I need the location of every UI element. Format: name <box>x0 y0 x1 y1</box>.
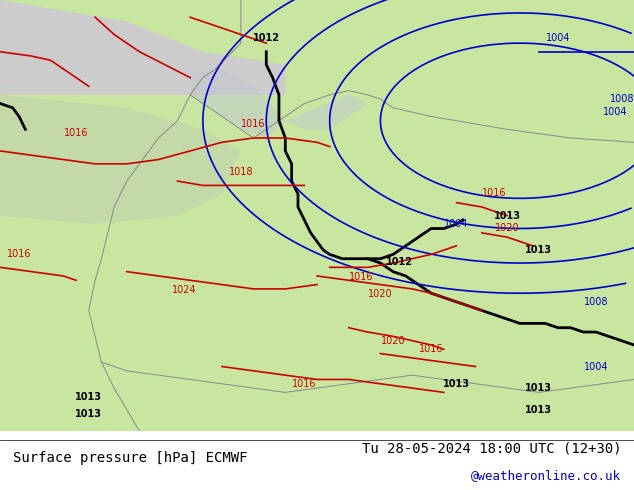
Text: 1016: 1016 <box>419 343 443 354</box>
Text: 1004: 1004 <box>584 362 609 371</box>
Text: 1004: 1004 <box>444 219 469 229</box>
Text: 1008: 1008 <box>584 297 609 307</box>
Text: 1016: 1016 <box>482 188 507 198</box>
Text: 1004: 1004 <box>546 33 570 43</box>
Text: 1013: 1013 <box>526 383 552 393</box>
Text: 1008: 1008 <box>609 94 634 104</box>
Text: 1012: 1012 <box>253 33 280 43</box>
Text: 1013: 1013 <box>75 392 102 402</box>
Text: Tu 28-05-2024 18:00 UTC (12+30): Tu 28-05-2024 18:00 UTC (12+30) <box>361 442 621 456</box>
Text: 1004: 1004 <box>603 107 627 117</box>
Text: 1018: 1018 <box>229 167 253 177</box>
Text: 1013: 1013 <box>526 245 552 255</box>
Text: 1016: 1016 <box>349 271 373 282</box>
Text: Surface pressure [hPa] ECMWF: Surface pressure [hPa] ECMWF <box>13 451 247 465</box>
Text: 1013: 1013 <box>526 405 552 415</box>
Text: 1013: 1013 <box>494 211 521 220</box>
Text: 1020: 1020 <box>381 336 405 346</box>
Polygon shape <box>285 95 368 129</box>
Text: 1016: 1016 <box>7 249 31 259</box>
Polygon shape <box>0 95 241 224</box>
Text: @weatheronline.co.uk: @weatheronline.co.uk <box>471 469 621 482</box>
Text: 1013: 1013 <box>443 379 470 389</box>
Text: 1016: 1016 <box>242 120 266 129</box>
Text: 1016: 1016 <box>292 379 316 390</box>
Text: 1013: 1013 <box>75 409 102 419</box>
Polygon shape <box>190 69 285 138</box>
Text: 1020: 1020 <box>495 223 519 233</box>
Text: 1012: 1012 <box>386 257 413 268</box>
Polygon shape <box>0 0 285 95</box>
Text: 1020: 1020 <box>368 289 392 299</box>
Text: 1016: 1016 <box>64 128 88 138</box>
Text: 1024: 1024 <box>172 285 196 294</box>
